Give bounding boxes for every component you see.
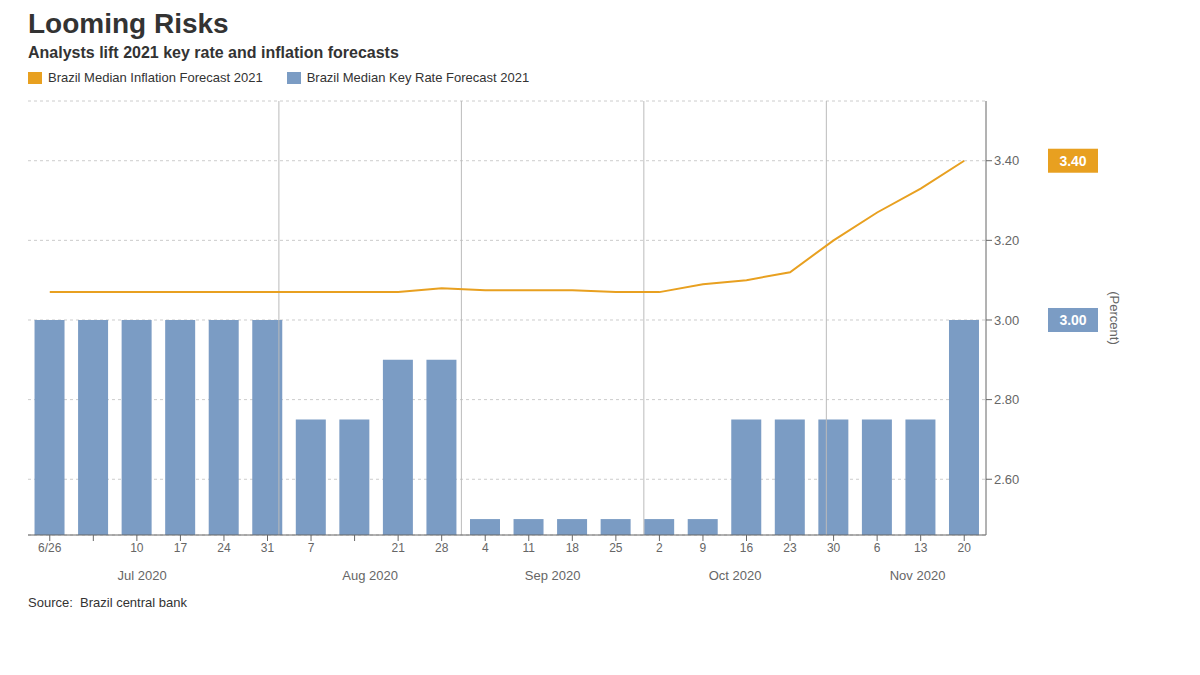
html-text:Brazil Median Inflation Foreca: Brazil Median Inflation Forecast 2021 bbox=[48, 70, 263, 85]
svg-text:3.20: 3.20 bbox=[994, 233, 1019, 248]
svg-text:17: 17 bbox=[174, 541, 188, 555]
svg-text:9: 9 bbox=[700, 541, 707, 555]
svg-text:2.80: 2.80 bbox=[994, 392, 1019, 407]
html-text:Analysts lift 2021 key rate an: Analysts lift 2021 key rate and inflatio… bbox=[28, 44, 399, 61]
svg-text:13: 13 bbox=[914, 541, 928, 555]
svg-text:31: 31 bbox=[261, 541, 275, 555]
html-text:Source: Brazil central bank: Source: Brazil central bank bbox=[28, 595, 187, 610]
svg-text:10: 10 bbox=[130, 541, 144, 555]
svg-text:3.00: 3.00 bbox=[994, 313, 1019, 328]
svg-text:21: 21 bbox=[391, 541, 405, 555]
svg-text:11: 11 bbox=[523, 541, 536, 555]
svg-text:(Percent): (Percent) bbox=[1107, 291, 1122, 344]
svg-text:Sep 2020: Sep 2020 bbox=[525, 568, 581, 583]
svg-text:3.40: 3.40 bbox=[994, 153, 1019, 168]
html-text:Brazil Median Key Rate Forecas: Brazil Median Key Rate Forecast 2021 bbox=[306, 70, 530, 85]
svg-text:23: 23 bbox=[783, 541, 797, 555]
svg-text:Aug 2020: Aug 2020 bbox=[342, 568, 398, 583]
svg-text:Oct 2020: Oct 2020 bbox=[709, 568, 762, 583]
svg-text:30: 30 bbox=[827, 541, 841, 555]
svg-text:25: 25 bbox=[609, 541, 623, 555]
svg-text:Nov 2020: Nov 2020 bbox=[890, 568, 946, 583]
html-text:Looming Risks: Looming Risks bbox=[28, 8, 229, 39]
svg-text:4: 4 bbox=[482, 541, 489, 555]
svg-text:3.40: 3.40 bbox=[1059, 153, 1086, 169]
svg-text:24: 24 bbox=[217, 541, 231, 555]
svg-text:3.00: 3.00 bbox=[1059, 312, 1086, 328]
svg-text:2: 2 bbox=[656, 541, 663, 555]
svg-text:28: 28 bbox=[435, 541, 449, 555]
svg-text:16: 16 bbox=[740, 541, 754, 555]
svg-text:7: 7 bbox=[308, 541, 315, 555]
svg-text:18: 18 bbox=[566, 541, 580, 555]
svg-text:2.60: 2.60 bbox=[994, 472, 1019, 487]
svg-text:6: 6 bbox=[874, 541, 881, 555]
svg-text:6/26: 6/26 bbox=[38, 541, 62, 555]
svg-text:Jul 2020: Jul 2020 bbox=[117, 568, 166, 583]
svg-text:20: 20 bbox=[958, 541, 972, 555]
